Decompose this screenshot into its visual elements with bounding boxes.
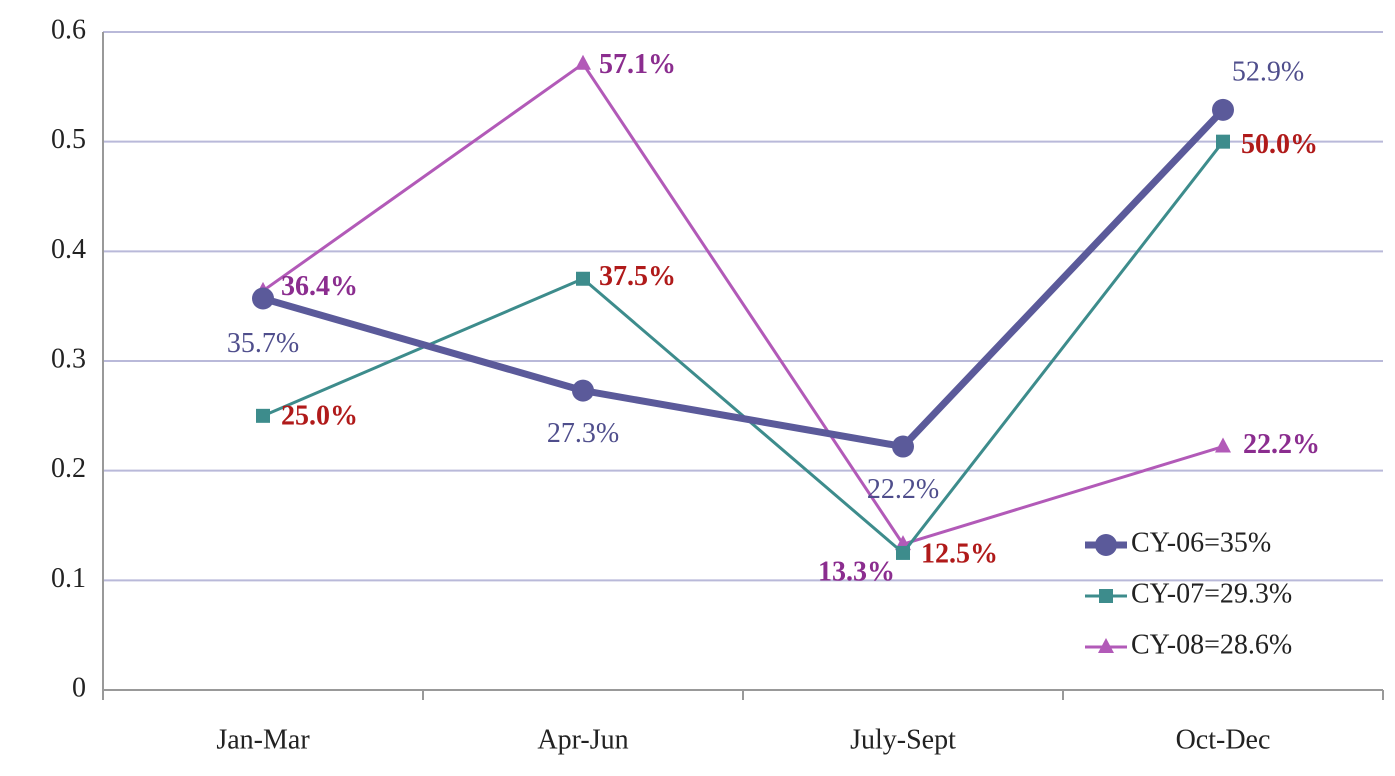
marker — [892, 435, 914, 458]
y-tick-label: 0.5 — [51, 124, 86, 155]
legend-marker — [1095, 534, 1117, 556]
marker — [576, 271, 590, 286]
y-tick-label: 0.1 — [51, 563, 86, 594]
x-tick-label: Apr-Jun — [537, 724, 628, 755]
series-line — [262, 107, 1226, 451]
marker — [896, 545, 910, 560]
marker — [252, 287, 274, 310]
data-label: 22.2% — [1243, 429, 1320, 460]
y-tick-label: 0.4 — [51, 234, 86, 265]
data-label: 57.1% — [599, 49, 676, 80]
legend-label: CY-06=35% — [1131, 527, 1271, 558]
series-line — [262, 62, 1224, 546]
legend-marker — [1098, 638, 1114, 653]
marker — [1216, 134, 1230, 149]
marker — [1215, 437, 1231, 453]
legend-marker — [1099, 589, 1113, 603]
marker — [575, 54, 591, 70]
marker — [572, 379, 594, 402]
marker — [256, 408, 270, 423]
data-label: 36.4% — [281, 271, 358, 302]
y-tick-label: 0 — [72, 672, 86, 703]
data-label: 50.0% — [1241, 129, 1318, 160]
x-tick-label: July-Sept — [850, 724, 956, 755]
y-tick-label: 0.3 — [51, 343, 86, 374]
legend-label: CY-07=29.3% — [1131, 578, 1292, 609]
data-label: 12.5% — [921, 538, 998, 569]
legend-label: CY-08=28.6% — [1131, 629, 1292, 660]
data-label: 35.7% — [227, 328, 299, 359]
y-tick-label: 0.6 — [51, 14, 86, 45]
marker — [1212, 98, 1234, 121]
data-label: 22.2% — [867, 474, 939, 505]
data-label: 37.5% — [599, 261, 676, 292]
data-label: 52.9% — [1232, 56, 1304, 87]
data-label: 13.3% — [818, 557, 895, 588]
y-tick-label: 0.2 — [51, 453, 86, 484]
data-label: 25.0% — [281, 400, 358, 431]
x-tick-label: Oct-Dec — [1176, 724, 1271, 755]
data-label: 27.3% — [547, 418, 619, 449]
x-tick-label: Jan-Mar — [216, 724, 310, 755]
